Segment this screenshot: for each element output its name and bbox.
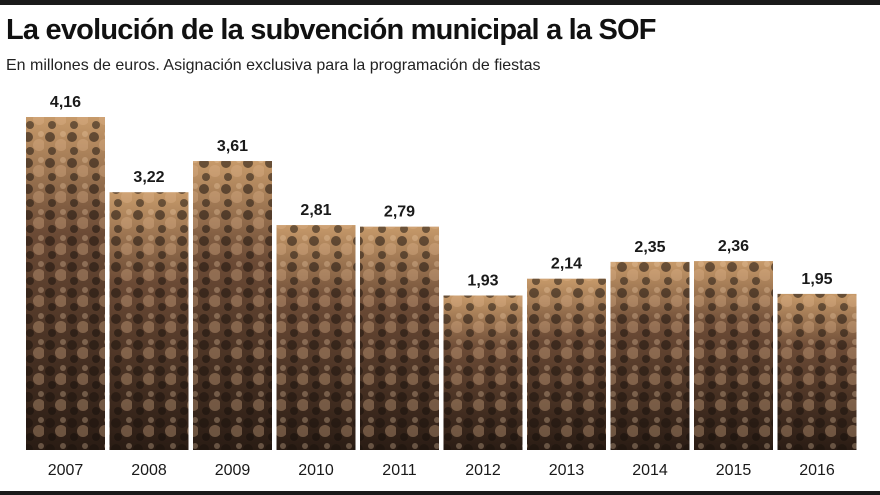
year-label-2016: 2016 [799,462,835,479]
bar-texture-2007 [26,117,105,450]
year-label-2014: 2014 [632,462,668,479]
value-label-2007: 4,16 [50,94,81,111]
year-label-2011: 2011 [382,462,417,479]
top-rule [0,0,880,5]
bar-texture-2015 [694,261,773,450]
year-label-2008: 2008 [131,462,167,479]
bar-texture-2010 [276,225,356,450]
chart-subtitle: En millones de euros. Asignación exclusi… [6,57,541,74]
bars-group: 4,16 2007 3,22 2008 3,61 2009 2,81 2010 2,79 2011… [26,94,857,479]
year-label-2015: 2015 [716,462,752,479]
bar-texture-2011 [360,226,439,450]
value-label-2015: 2,36 [718,238,749,255]
chart-title: La evolución de la subvención municipal … [6,14,657,46]
bar-texture-2009 [193,161,272,451]
bottom-rule [0,491,880,495]
value-label-2013: 2,14 [551,256,582,273]
year-label-2009: 2009 [215,462,251,479]
value-label-2008: 3,22 [133,169,164,186]
year-label-2012: 2012 [465,462,501,479]
value-label-2009: 3,61 [217,138,248,155]
year-label-2007: 2007 [48,462,84,479]
bar-texture-2013 [527,278,606,450]
bar-texture-2012 [443,295,523,450]
value-label-2014: 2,35 [634,239,665,256]
year-label-2010: 2010 [298,462,334,479]
year-label-2013: 2013 [549,462,585,479]
bar-texture-2014 [610,261,690,450]
value-label-2012: 1,93 [467,273,498,290]
bar-texture-2008 [109,192,189,451]
value-label-2010: 2,81 [300,202,331,219]
value-label-2011: 2,79 [384,204,415,221]
value-label-2016: 1,95 [801,271,832,288]
bar-texture-2016 [777,293,857,450]
